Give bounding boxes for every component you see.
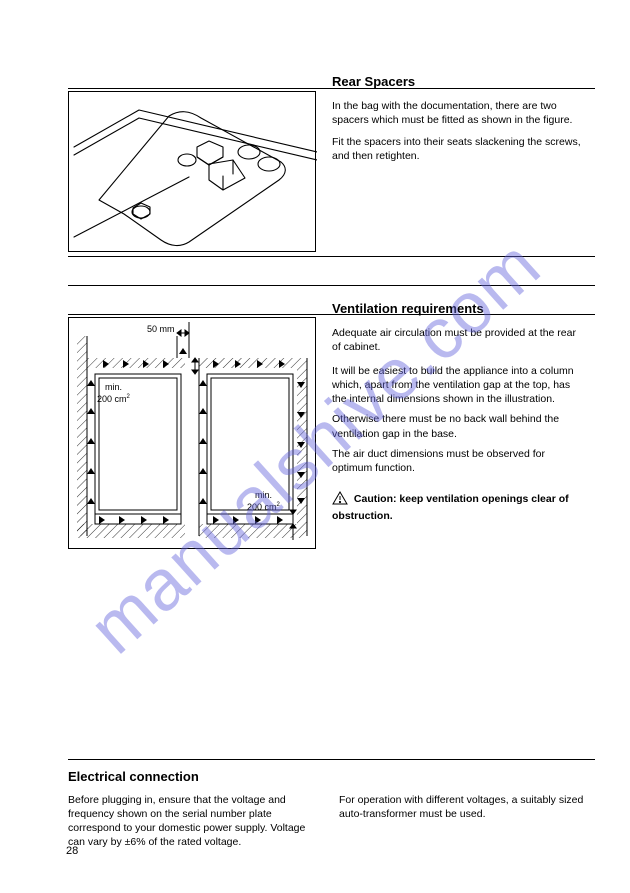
ventilation-warning-text: Caution: keep ventilation openings clear… (332, 493, 569, 522)
dim-200cm2-2: 200 cm2 (247, 502, 281, 512)
dim-min-2: min. (255, 490, 272, 500)
ventilation-heading: Ventilation requirements (332, 300, 582, 318)
rear-spacers-heading: Rear Spacers (332, 73, 582, 91)
section-rule (68, 759, 595, 760)
electrical-heading: Electrical connection (68, 768, 588, 786)
figure-ventilation: 50 mm min. 200 cm2 min. 200 cm2 (68, 317, 316, 549)
rear-spacers-body: In the bag with the documentation, there… (332, 99, 582, 127)
section-rule (68, 256, 595, 257)
caution-icon (332, 491, 348, 509)
electrical-p2: For operation with different voltages, a… (339, 793, 588, 850)
ventilation-warning: Caution: keep ventilation openings clear… (332, 491, 582, 523)
page-number: 28 (66, 845, 78, 857)
rear-spacers-instr: Fit the spacers into their seats slacken… (332, 135, 582, 163)
dim-min-1: min. (105, 382, 122, 392)
figure-rear-spacers (68, 91, 316, 252)
section-rule (68, 285, 595, 286)
ventilation-p1: Adequate air circulation must be provide… (332, 326, 582, 354)
dim-200cm2-1: 200 cm2 (97, 394, 131, 404)
electrical-p1: Before plugging in, ensure that the volt… (68, 793, 317, 850)
ventilation-p2: It will be easiest to build the applianc… (332, 364, 582, 407)
ventilation-p3: Otherwise there must be no back wall beh… (332, 412, 582, 440)
dim-50mm: 50 mm (147, 324, 175, 334)
ventilation-p4: The air duct dimensions must be observed… (332, 447, 582, 475)
